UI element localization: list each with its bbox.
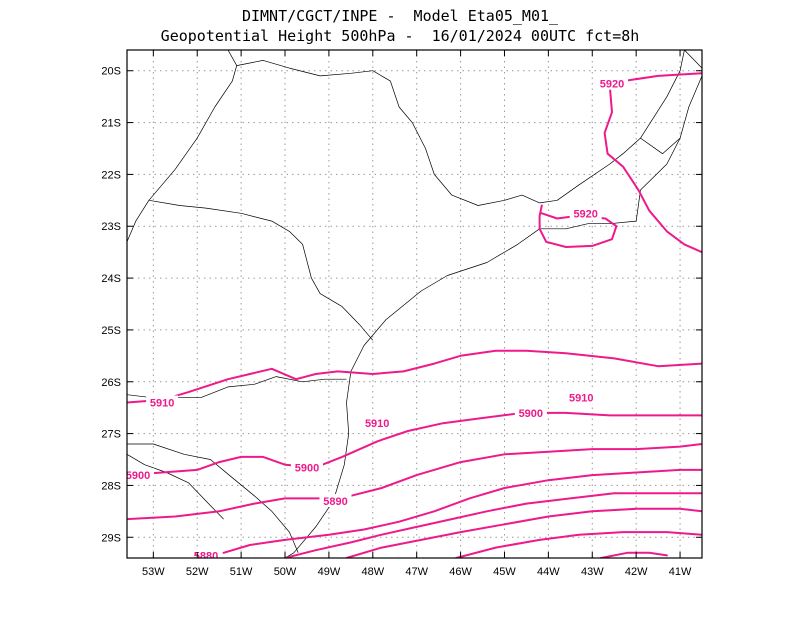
height-contours (127, 72, 702, 558)
contour-label: 5880 (194, 550, 218, 562)
border-pr-sc (127, 376, 347, 398)
contour-label: 5920 (600, 79, 624, 91)
contour-label: 5910 (365, 418, 389, 430)
contour-label: 5910 (569, 392, 593, 404)
lat-tick-label: 21S (101, 118, 121, 130)
lon-tick-label: 53W (142, 566, 165, 578)
lat-tick-label: 23S (101, 221, 121, 233)
graticule (127, 50, 702, 558)
lon-tick-label: 43W (581, 566, 604, 578)
lon-tick-label: 52W (186, 566, 209, 578)
lon-tick-label: 46W (449, 566, 472, 578)
contour-label-bg (514, 405, 547, 419)
lon-tick-label: 45W (493, 566, 516, 578)
contour-5880 (222, 468, 702, 554)
lat-tick-label: 27S (101, 429, 121, 441)
contour-label-bg (319, 493, 352, 507)
contour-label-bg (569, 206, 602, 220)
lon-tick-label: 48W (361, 566, 384, 578)
plot-frame (126, 49, 703, 559)
lon-tick-label: 50W (274, 566, 297, 578)
contour-label: 5890 (323, 496, 347, 508)
lat-tick-label: 28S (101, 480, 121, 492)
lat-tick-label: 22S (101, 169, 121, 181)
border-sp-ms (148, 50, 238, 201)
lat-tick-label: 20S (101, 66, 121, 78)
border-sc-rs (127, 443, 299, 553)
contour-5890 (127, 443, 702, 521)
border-sp-pr (148, 199, 374, 341)
map-title-line-2: Geopotential Height 500hPa - 16/01/2024 … (160, 27, 640, 45)
lon-tick-label: 47W (405, 566, 428, 578)
lat-tick-label: 26S (101, 377, 121, 389)
contour-5900 (127, 411, 702, 477)
lat-tick-label: 29S (101, 532, 121, 544)
lat-tick-label: 24S (101, 273, 121, 285)
contour-label-bg (290, 460, 323, 474)
map-title-line-1: DIMNT/CGCT/INPE - Model Eta05_M01_ (241, 7, 559, 25)
contour-label: 5920 (573, 208, 597, 220)
contour-5920 (603, 72, 702, 254)
contour-label: 5900 (519, 408, 543, 420)
contour-label: 5900 (295, 462, 319, 474)
contour-label-bg (565, 390, 598, 404)
contour-label-bg (361, 416, 394, 430)
contour-label-bg (596, 76, 629, 90)
contour-label: 5900 (126, 470, 150, 482)
contour-label-bg (146, 395, 179, 409)
contour-5850 (455, 531, 702, 558)
contour-5840 (600, 551, 668, 558)
border-ms-pr (127, 200, 150, 242)
lat-tick-label: 25S (101, 325, 121, 337)
axis-ticks: 20S 21S 22S 23S 24S 25S 26S 27S 28S 29S 53W 52W 51W 5… (101, 50, 702, 578)
contour-labels: 5920 5920 5910 5910 5910 5900 5900 5900 5890 5880 (126, 76, 629, 562)
border-argentina-south (127, 453, 224, 520)
contour-5870 (284, 492, 702, 558)
contour-5860 (345, 507, 702, 558)
lon-tick-label: 44W (537, 566, 560, 578)
lon-tick-label: 51W (230, 566, 253, 578)
contour-label: 5910 (150, 397, 174, 409)
contour-label-bg (190, 548, 223, 558)
border-rj-es (640, 137, 681, 155)
coastline-and-borders (127, 50, 702, 558)
contour-5910 (127, 349, 702, 404)
lon-tick-label: 41W (669, 566, 692, 578)
border-coastline (284, 75, 702, 558)
border-es-ba (684, 50, 702, 69)
lon-tick-label: 49W (318, 566, 341, 578)
lon-tick-label: 42W (625, 566, 648, 578)
contour-label-bg (127, 468, 154, 482)
